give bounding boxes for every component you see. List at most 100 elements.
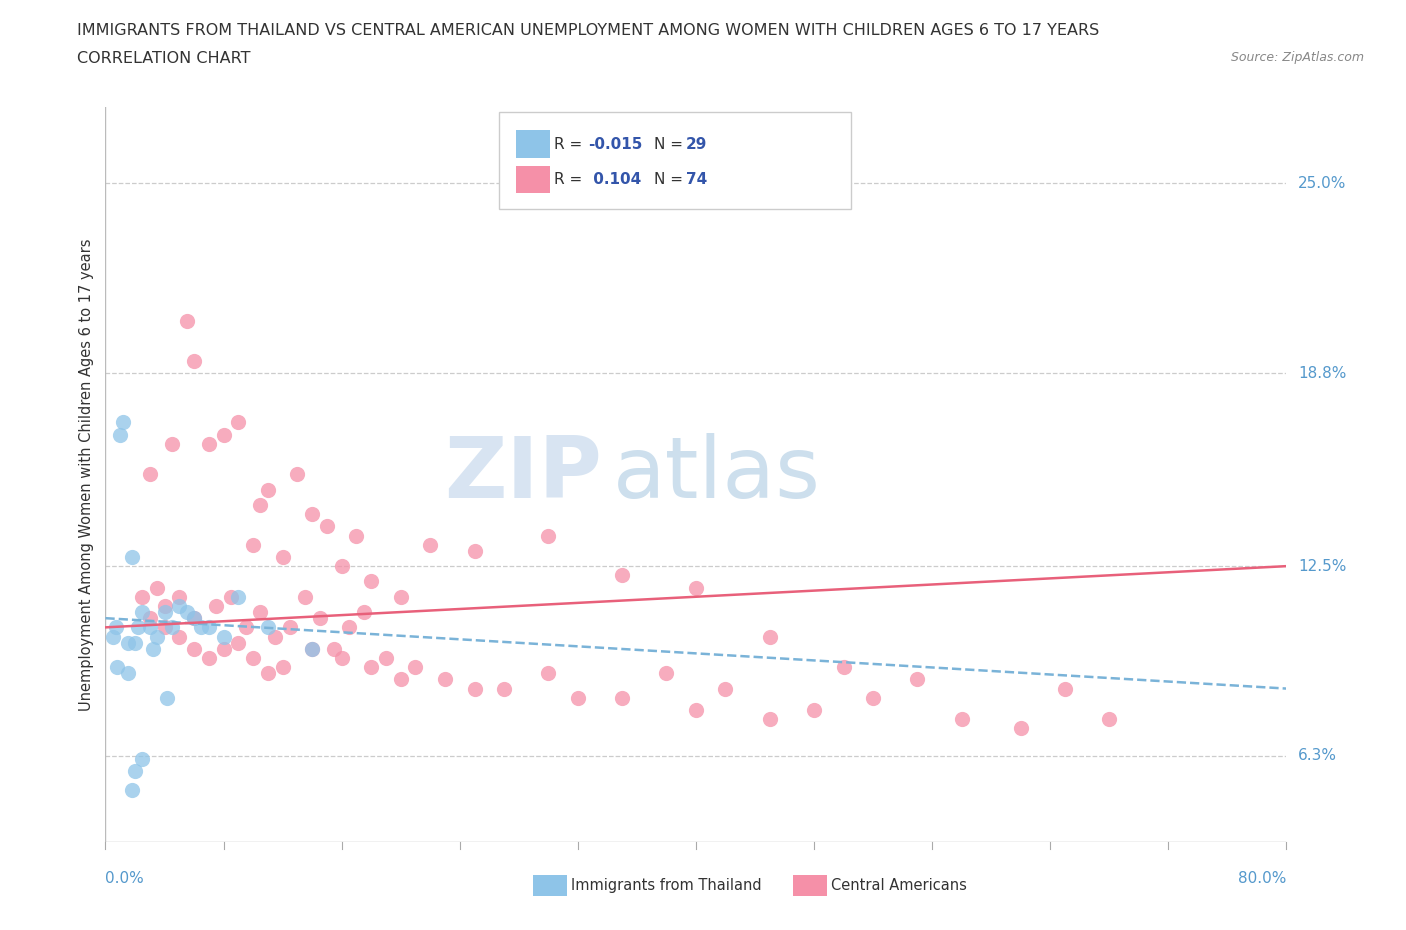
Point xyxy=(278,620,301,635)
Point xyxy=(105,659,128,674)
Point xyxy=(183,642,205,657)
Point xyxy=(131,590,153,604)
Point xyxy=(212,629,235,644)
Point xyxy=(389,590,412,604)
Point xyxy=(117,666,139,681)
Point xyxy=(257,482,280,497)
Point xyxy=(360,574,382,589)
Point xyxy=(492,681,515,696)
Point xyxy=(287,467,309,482)
Text: 25.0%: 25.0% xyxy=(1298,176,1347,191)
Point xyxy=(117,635,139,650)
Point xyxy=(101,629,124,644)
Point xyxy=(127,620,149,635)
Point xyxy=(124,764,146,778)
Point xyxy=(212,642,235,657)
Text: R =: R = xyxy=(554,172,588,187)
Point xyxy=(235,620,257,635)
Point xyxy=(759,629,782,644)
Point xyxy=(685,580,707,595)
Point xyxy=(146,629,169,644)
Point xyxy=(464,543,486,558)
Point xyxy=(104,620,127,635)
Point xyxy=(271,659,294,674)
Point xyxy=(271,550,294,565)
Point xyxy=(212,427,235,442)
Point xyxy=(131,751,153,766)
Point xyxy=(419,538,441,552)
Point xyxy=(190,620,212,635)
Point xyxy=(242,651,264,666)
Point xyxy=(1010,721,1032,736)
Point xyxy=(294,590,316,604)
Point xyxy=(337,620,360,635)
Point xyxy=(353,604,375,619)
Point xyxy=(169,629,191,644)
Point xyxy=(862,690,884,705)
Text: R =: R = xyxy=(554,137,588,152)
Point xyxy=(205,599,228,614)
Point xyxy=(228,635,250,650)
Point xyxy=(153,620,176,635)
Point xyxy=(323,642,346,657)
Point xyxy=(1054,681,1077,696)
Point xyxy=(138,611,162,626)
Text: N =: N = xyxy=(654,172,688,187)
Point xyxy=(1098,711,1121,726)
Point xyxy=(374,651,398,666)
Text: 74: 74 xyxy=(686,172,707,187)
Point xyxy=(169,590,191,604)
Point xyxy=(301,507,323,522)
Point xyxy=(537,528,560,543)
Point xyxy=(249,498,271,512)
Point xyxy=(685,702,707,717)
Point xyxy=(160,436,183,451)
Point xyxy=(759,711,782,726)
Text: 0.0%: 0.0% xyxy=(105,871,145,886)
Text: 12.5%: 12.5% xyxy=(1298,559,1347,574)
Point xyxy=(124,635,146,650)
Point xyxy=(112,415,135,430)
Point xyxy=(121,782,143,797)
Point xyxy=(832,659,855,674)
Y-axis label: Unemployment Among Women with Children Ages 6 to 17 years: Unemployment Among Women with Children A… xyxy=(79,238,94,711)
Point xyxy=(197,651,219,666)
Point xyxy=(146,580,169,595)
Point xyxy=(183,611,205,626)
Point xyxy=(160,620,183,635)
Point xyxy=(346,528,368,543)
Point xyxy=(153,599,176,614)
Text: 0.104: 0.104 xyxy=(588,172,641,187)
Point xyxy=(197,620,219,635)
Point xyxy=(121,550,143,565)
Point xyxy=(228,590,250,604)
Point xyxy=(655,666,678,681)
Point xyxy=(110,427,132,442)
Text: 6.3%: 6.3% xyxy=(1298,749,1337,764)
Point xyxy=(169,599,191,614)
Point xyxy=(714,681,737,696)
Point xyxy=(389,672,412,687)
Point xyxy=(308,611,330,626)
Point xyxy=(142,642,165,657)
Text: 80.0%: 80.0% xyxy=(1239,871,1286,886)
Text: Source: ZipAtlas.com: Source: ZipAtlas.com xyxy=(1230,51,1364,64)
Text: Central Americans: Central Americans xyxy=(831,878,967,893)
Point xyxy=(183,611,205,626)
Text: ZIP: ZIP xyxy=(444,432,602,516)
Text: CORRELATION CHART: CORRELATION CHART xyxy=(77,51,250,66)
Text: Immigrants from Thailand: Immigrants from Thailand xyxy=(571,878,762,893)
Point xyxy=(567,690,589,705)
Point xyxy=(131,604,153,619)
Point xyxy=(433,672,456,687)
Point xyxy=(197,436,219,451)
Point xyxy=(156,690,179,705)
Text: -0.015: -0.015 xyxy=(588,137,643,152)
Point xyxy=(153,604,176,619)
Point xyxy=(138,467,162,482)
Point xyxy=(803,702,825,717)
Point xyxy=(183,353,205,368)
Point xyxy=(464,681,486,696)
Point xyxy=(219,590,242,604)
Point xyxy=(315,519,337,534)
